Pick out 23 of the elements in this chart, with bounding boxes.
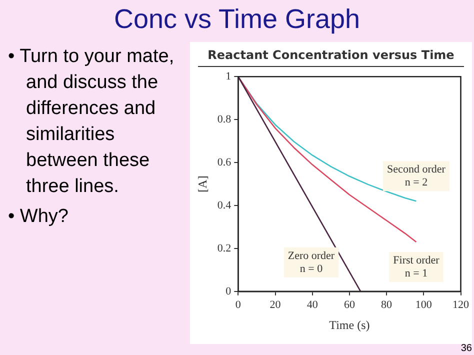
series-label: Second order n = 2 (387, 164, 446, 189)
y-tick-label: 1 (226, 70, 232, 82)
x-tick-label: 80 (381, 298, 393, 311)
text: • Why? (8, 205, 70, 229)
x-tick-label: 20 (270, 298, 282, 311)
x-tick-label: 120 (452, 298, 470, 311)
y-tick-label: 0.2 (217, 242, 232, 254)
series-label: Zero order n = 0 (288, 250, 335, 275)
x-tick-label: 40 (306, 298, 318, 311)
y-axis-title: [A] (195, 176, 210, 192)
x-axis-title: Time (s) (329, 318, 370, 332)
text: First order n = 1 (393, 254, 440, 280)
y-tick-label: 0 (226, 285, 232, 298)
text: • Turn to your mate, and discuss the differences and similarities between these three lines. (8, 45, 176, 199)
x-tick-label: 60 (344, 298, 356, 311)
chart-subtitle: Reactant Concentration versus Time (198, 48, 464, 67)
y-tick-label: 0.6 (217, 156, 232, 168)
y-tick-label: 0.4 (217, 199, 232, 212)
text: 36 (460, 343, 472, 354)
x-tick-label: 0 (235, 298, 242, 311)
chart-title: Conc vs Time Graph (112, 4, 362, 35)
x-tick-label: 100 (415, 298, 432, 311)
y-tick-label: 0.8 (217, 113, 232, 126)
